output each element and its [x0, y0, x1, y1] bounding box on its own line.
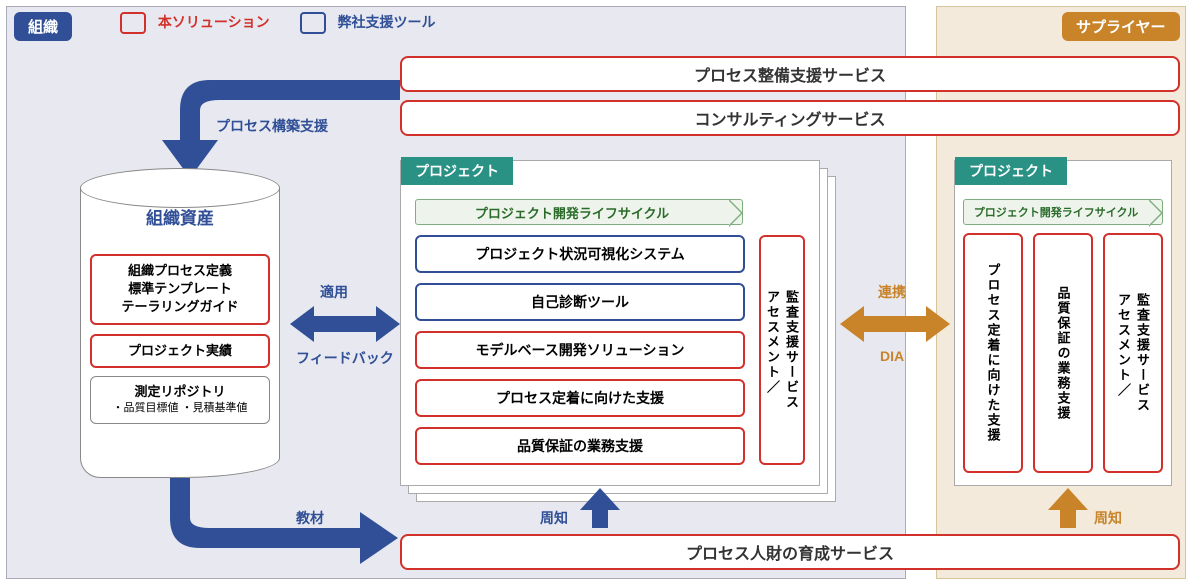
sup-col-2: 品質保証の業務支援: [1033, 233, 1093, 473]
process-build-label: プロセス構築支援: [216, 116, 328, 136]
materials-arrow-icon: [150, 478, 400, 558]
notice-left-arrow-icon: [580, 488, 620, 528]
materials-label: 教材: [296, 508, 324, 528]
project-main-lifecycle-text: プロジェクト開発ライフサイクル: [475, 203, 669, 222]
consulting-service-box: コンサルティングサービス: [400, 100, 1180, 136]
cylinder-title: 組織資産: [80, 204, 280, 229]
project-supplier-lifecycle-text: プロジェクト開発ライフサイクル: [974, 204, 1138, 220]
proj-side-box: 監査支援サービス アセスメント／: [759, 235, 805, 465]
apply-feedback-arrow-icon: [290, 304, 400, 344]
cyl-item-definitions: 組織プロセス定義 標準テンプレート テーラリングガイド: [90, 254, 270, 325]
proj-row-1: プロジェクト状況可視化システム: [415, 235, 745, 273]
notice-right-label: 周知: [1094, 508, 1122, 528]
project-main-card: プロジェクト プロジェクト開発ライフサイクル プロジェクト状況可視化システム 自…: [400, 160, 820, 486]
legend-main-swatch: [120, 12, 146, 34]
feedback-label: フィードバック: [296, 348, 394, 368]
talent-service-box: プロセス人財の育成サービス: [400, 534, 1180, 570]
cyl-item-definitions-text: 組織プロセス定義 標準テンプレート テーラリングガイド: [121, 263, 238, 314]
org-assets-cylinder: 組織資産 組織プロセス定義 標準テンプレート テーラリングガイド プロジェクト実…: [80, 168, 280, 478]
link-label: 連携: [878, 282, 906, 302]
legend-tool: 弊社支援ツール: [300, 12, 436, 34]
cyl-item-repo-title: 測定リポジトリ: [97, 383, 263, 401]
notice-left-label: 周知: [540, 508, 568, 528]
dia-label: DIA: [880, 348, 904, 364]
legend-tool-label: 弊社支援ツール: [338, 14, 436, 30]
proj-row-5: 品質保証の業務支援: [415, 427, 745, 465]
notice-right-arrow-icon: [1048, 488, 1088, 528]
cyl-item-perf: プロジェクト実績: [90, 334, 270, 368]
project-main-label: プロジェクト: [401, 157, 513, 185]
cyl-item-repo: 測定リポジトリ ・品質目標値 ・見積基準値: [90, 376, 270, 424]
sup-col-1: プロセス定着に向けた支援: [963, 233, 1023, 473]
legend-main-label: 本ソリューション: [158, 14, 270, 30]
project-supplier-card: プロジェクト プロジェクト開発ライフサイクル プロセス定着に向けた支援 品質保証…: [954, 160, 1172, 486]
project-supplier-label: プロジェクト: [955, 157, 1067, 185]
cylinder-top: [80, 168, 280, 208]
proj-row-2: 自己診断ツール: [415, 283, 745, 321]
org-tag: 組織: [14, 12, 72, 41]
proj-row-4: プロセス定着に向けた支援: [415, 379, 745, 417]
process-service-box: プロセス整備支援サービス: [400, 56, 1180, 92]
proj-row-3: モデルベース開発ソリューション: [415, 331, 745, 369]
supplier-tag: サプライヤー: [1062, 12, 1180, 41]
legend: 本ソリューション 弊社支援ツール: [120, 12, 436, 34]
sup-col-3: 監査支援サービス アセスメント／: [1103, 233, 1163, 473]
legend-main: 本ソリューション: [120, 12, 270, 34]
legend-tool-swatch: [300, 12, 326, 34]
project-supplier-lifecycle: プロジェクト開発ライフサイクル: [963, 199, 1163, 225]
apply-label: 適用: [320, 282, 348, 302]
project-main-lifecycle: プロジェクト開発ライフサイクル: [415, 199, 743, 225]
cylinder-body: [80, 188, 280, 478]
cyl-item-repo-sub: ・品質目標値 ・見積基準値: [97, 401, 263, 416]
link-arrow-icon: [840, 304, 950, 344]
